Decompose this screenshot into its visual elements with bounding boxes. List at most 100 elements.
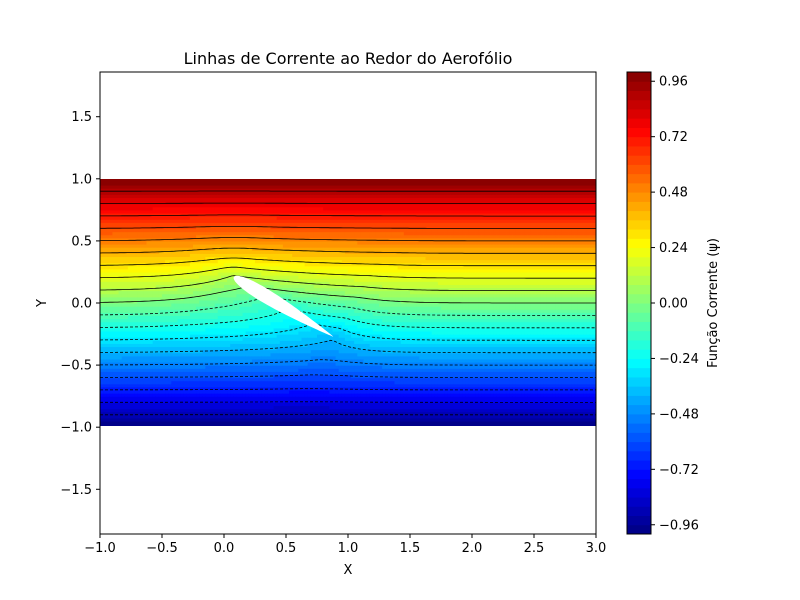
contour-cell (208, 396, 213, 400)
contour-cell (220, 247, 225, 251)
contour-cell (211, 275, 216, 279)
contour-cell (189, 191, 194, 195)
contour-cell (143, 293, 148, 298)
contour-cell (227, 284, 231, 289)
contour-cell (189, 284, 194, 289)
contour-cell (186, 181, 191, 186)
contour-cell (109, 349, 113, 354)
contour-cell (177, 299, 182, 304)
contour-cell (115, 377, 120, 382)
contour-cell (224, 334, 228, 338)
contour-cell (124, 219, 129, 223)
contour-cell (146, 185, 151, 189)
contour-cell (186, 340, 191, 344)
contour-cell (158, 417, 163, 422)
contour-cell (121, 303, 126, 307)
contour-cell (158, 368, 163, 372)
contour-cell (152, 268, 157, 273)
contour-cell (162, 361, 166, 366)
contour-cell (103, 200, 107, 205)
contour-cell (106, 371, 110, 376)
contour-cell (230, 303, 234, 307)
contour-cell (205, 296, 210, 301)
contour-cell (131, 216, 135, 220)
contour-cell (174, 365, 179, 369)
contour-cell (171, 368, 175, 372)
contour-cell (118, 352, 123, 357)
contour-cell (146, 253, 151, 258)
contour-cell (208, 420, 213, 425)
contour-cell (186, 200, 191, 205)
contour-cell (152, 365, 157, 369)
contour-cell (199, 399, 203, 403)
contour-cell (199, 358, 203, 363)
contour-cell (183, 284, 188, 289)
contour-cell (106, 179, 110, 183)
contour-cell (211, 287, 216, 292)
contour-cell (109, 346, 113, 351)
contour-cell (186, 222, 191, 226)
contour-cell (140, 402, 144, 407)
contour-cell (112, 424, 117, 426)
contour-cell (158, 374, 163, 379)
contour-cell (165, 219, 169, 223)
contour-cell (202, 396, 206, 400)
contour-cell (189, 321, 194, 326)
contour-cell (162, 281, 166, 285)
contour-cell (158, 268, 163, 273)
contour-cell (100, 346, 104, 351)
contour-cell (127, 399, 132, 403)
contour-cell (177, 259, 182, 264)
contour-cell (196, 259, 200, 264)
contour-cell (112, 361, 117, 366)
contour-cell (140, 349, 144, 354)
contour-cell (217, 374, 222, 379)
contour-cell (127, 203, 132, 208)
contour-cell (162, 194, 166, 199)
contour-cell (224, 278, 228, 282)
contour-cell (109, 284, 113, 289)
contour-cell (189, 368, 194, 372)
contour-cell (180, 278, 185, 282)
contour-cell (115, 206, 120, 211)
contour-cell (124, 240, 129, 245)
contour-cell (124, 250, 129, 254)
contour-cell (140, 181, 144, 186)
contour-cell (208, 327, 213, 332)
contour-cell (115, 389, 120, 394)
contour-cell (118, 222, 123, 226)
contour-cell (152, 228, 157, 233)
contour-cell (112, 346, 117, 351)
contour-cell (217, 327, 222, 332)
contour-cell (168, 312, 172, 317)
contour-cell (106, 346, 110, 351)
contour-cell (152, 318, 157, 323)
contour-cell (165, 374, 169, 379)
contour-cell (127, 321, 132, 326)
contour-cell (146, 374, 151, 379)
contour-cell (180, 402, 185, 407)
contour-cell (180, 393, 185, 397)
contour-cell (112, 352, 117, 357)
contour-cell (146, 268, 151, 273)
contour-cell (100, 399, 104, 403)
contour-cell (137, 306, 141, 310)
contour-cell (224, 343, 228, 348)
contour-cell (196, 334, 200, 338)
contour-cell (183, 206, 188, 211)
contour-cell (146, 368, 151, 372)
contour-cell (189, 411, 194, 416)
contour-cell (180, 244, 185, 248)
contour-cell (143, 259, 148, 264)
contour-cell (189, 377, 194, 382)
contour-cell (214, 318, 219, 323)
contour-cell (137, 296, 141, 301)
contour-cell (143, 405, 148, 410)
contour-cell (118, 200, 123, 205)
contour-cell (224, 296, 228, 301)
contour-cell (137, 197, 141, 202)
contour-cell (131, 405, 135, 410)
contour-cell (174, 250, 179, 254)
contour-cell (162, 337, 166, 341)
contour-cell (224, 253, 228, 258)
